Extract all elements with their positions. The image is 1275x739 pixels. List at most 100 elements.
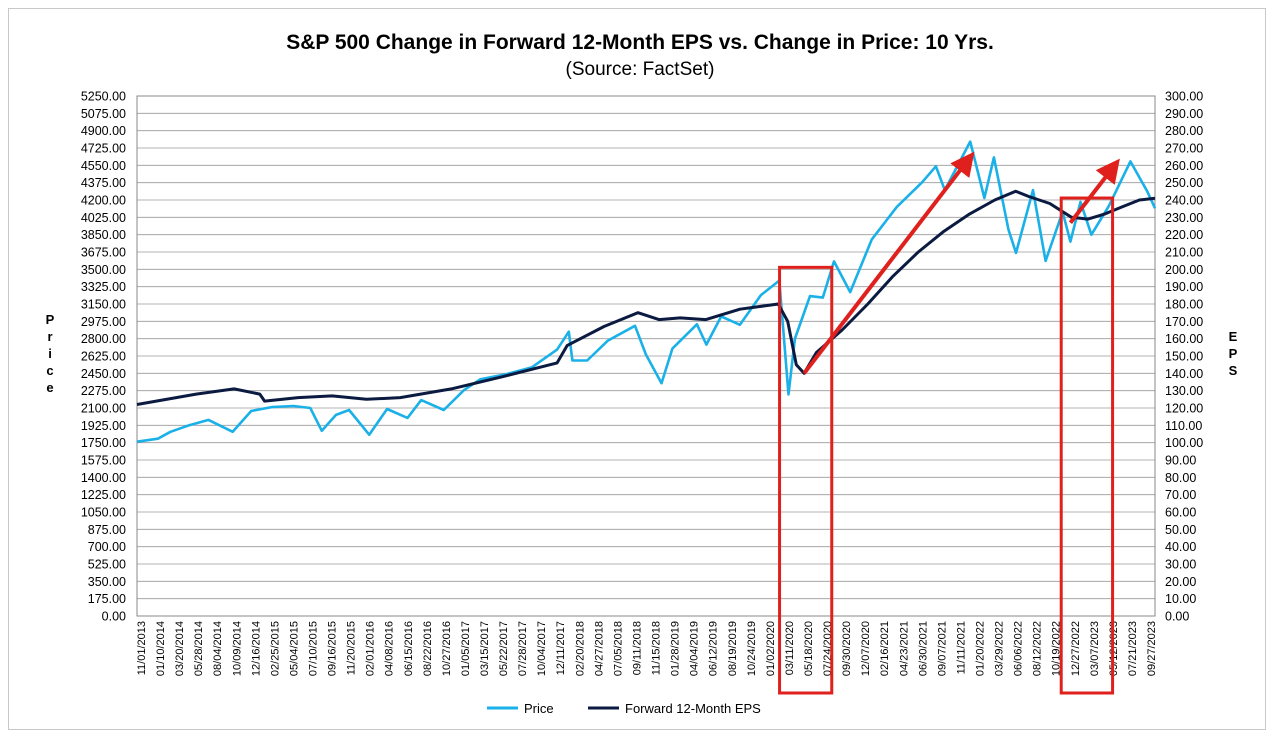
highlight-box (1059, 196, 1115, 695)
x-tick-label: 01/05/2017 (460, 621, 472, 676)
right-tick-label: 150.00 (1165, 350, 1203, 364)
right-axis-letter: S (1229, 363, 1238, 378)
x-tick-label: 12/07/2020 (860, 621, 872, 676)
x-tick-label: 09/11/2018 (631, 621, 643, 675)
right-tick-label: 40.00 (1165, 540, 1196, 554)
x-tick-label: 04/27/2018 (593, 621, 605, 676)
right-tick-label: 210.00 (1165, 246, 1203, 260)
x-tick-label: 08/19/2019 (727, 621, 739, 676)
right-tick-label: 30.00 (1165, 558, 1196, 572)
left-axis-letter: i (48, 346, 52, 361)
left-tick-label: 3675.00 (81, 246, 126, 260)
left-tick-label: 1225.00 (81, 488, 126, 502)
x-tick-label: 01/10/2014 (155, 621, 167, 676)
x-tick-label: 09/27/2023 (1146, 621, 1158, 676)
x-tick-label: 03/29/2022 (994, 621, 1006, 676)
left-axis-letter: e (46, 380, 53, 395)
trend-arrow (1068, 158, 1120, 225)
left-tick-label: 4900.00 (81, 124, 126, 138)
left-tick-label: 2275.00 (81, 384, 126, 398)
left-tick-label: 3850.00 (81, 228, 126, 242)
right-axis-ticks: 0.00 10.00 20.00 30.00 40.00 50.00 60.00 70.00 8… (1165, 90, 1203, 624)
series-line-price (136, 140, 1157, 443)
x-tick-label: 06/15/2016 (403, 621, 415, 676)
x-tick-label: 10/27/2016 (441, 621, 453, 676)
right-tick-label: 280.00 (1165, 124, 1203, 138)
left-tick-label: 525.00 (88, 558, 126, 572)
x-tick-label: 10/24/2019 (746, 621, 758, 676)
x-tick-label: 02/16/2021 (879, 621, 891, 676)
left-tick-label: 0.00 (102, 610, 126, 624)
x-tick-label: 07/10/2015 (308, 621, 320, 676)
left-tick-label: 4375.00 (81, 176, 126, 190)
right-axis-label: EPS (1229, 329, 1238, 378)
series-lines (136, 140, 1157, 443)
right-tick-label: 290.00 (1165, 107, 1203, 121)
x-tick-label: 11/01/2013 (136, 621, 148, 675)
x-tick-label: 04/23/2021 (898, 621, 910, 676)
left-tick-label: 5075.00 (81, 107, 126, 121)
left-tick-label: 700.00 (88, 540, 126, 554)
right-tick-label: 0.00 (1165, 610, 1189, 624)
left-axis-ticks: 0.00 175.00 350.00 525.00 700.00 875.00 1050.0… (81, 90, 126, 624)
right-tick-label: 70.00 (1165, 488, 1196, 502)
left-tick-label: 2100.00 (81, 402, 126, 416)
x-tick-label: 03/20/2014 (174, 621, 186, 676)
right-tick-label: 50.00 (1165, 523, 1196, 537)
x-tick-label: 03/15/2017 (479, 621, 491, 676)
right-tick-label: 220.00 (1165, 228, 1203, 242)
x-tick-label: 09/30/2020 (841, 621, 853, 676)
right-tick-label: 240.00 (1165, 194, 1203, 208)
x-tick-label: 11/20/2015 (346, 621, 358, 675)
right-tick-label: 90.00 (1165, 454, 1196, 468)
left-tick-label: 4725.00 (81, 142, 126, 156)
left-axis-letter: P (46, 312, 55, 327)
left-tick-label: 175.00 (88, 592, 126, 606)
plot-area (136, 95, 1156, 617)
left-axis-letter: r (47, 329, 52, 344)
left-tick-label: 1050.00 (81, 506, 126, 520)
chart-title: S&P 500 Change in Forward 12-Month EPS v… (286, 31, 994, 54)
x-axis-ticks: 11/01/2013 01/10/2014 03/20/2014 05/28/2014… (136, 621, 1158, 676)
annotations (778, 151, 1120, 695)
right-tick-label: 160.00 (1165, 332, 1203, 346)
x-tick-label: 09/07/2021 (936, 621, 948, 676)
x-tick-label: 12/27/2022 (1070, 621, 1082, 676)
left-tick-label: 2800.00 (81, 332, 126, 346)
x-tick-label: 03/07/2023 (1089, 621, 1101, 676)
x-tick-label: 08/04/2014 (212, 621, 224, 676)
left-tick-label: 1575.00 (81, 454, 126, 468)
x-tick-label: 01/02/2020 (765, 621, 777, 676)
x-tick-label: 05/18/2020 (803, 621, 815, 676)
legend-label-eps: Forward 12-Month EPS (625, 701, 761, 716)
right-tick-label: 190.00 (1165, 280, 1203, 294)
x-tick-label: 02/01/2016 (365, 621, 377, 676)
left-tick-label: 2975.00 (81, 315, 126, 329)
left-tick-label: 3500.00 (81, 263, 126, 277)
right-tick-label: 230.00 (1165, 211, 1203, 225)
left-axis-letter: c (46, 363, 53, 378)
x-tick-label: 08/12/2022 (1032, 621, 1044, 676)
x-tick-label: 09/16/2015 (327, 621, 339, 676)
right-tick-label: 120.00 (1165, 402, 1203, 416)
trend-arrow (802, 151, 975, 375)
series-line-eps (136, 189, 1156, 406)
x-tick-label: 12/16/2014 (250, 621, 262, 676)
right-tick-label: 60.00 (1165, 506, 1196, 520)
right-tick-label: 140.00 (1165, 367, 1203, 381)
x-tick-label: 02/20/2018 (574, 621, 586, 676)
left-tick-label: 3150.00 (81, 298, 126, 312)
x-tick-label: 10/04/2017 (536, 621, 548, 676)
left-tick-label: 4025.00 (81, 211, 126, 225)
x-tick-label: 04/04/2019 (689, 621, 701, 676)
legend-label-price: Price (524, 701, 554, 716)
x-tick-label: 04/08/2016 (384, 621, 396, 676)
right-tick-label: 270.00 (1165, 142, 1203, 156)
right-tick-label: 10.00 (1165, 592, 1196, 606)
right-tick-label: 110.00 (1165, 419, 1202, 433)
x-tick-label: 12/11/2017 (555, 621, 567, 675)
x-tick-label: 06/12/2019 (708, 621, 720, 676)
x-tick-label: 05/04/2015 (288, 621, 300, 676)
right-tick-label: 80.00 (1165, 471, 1196, 485)
